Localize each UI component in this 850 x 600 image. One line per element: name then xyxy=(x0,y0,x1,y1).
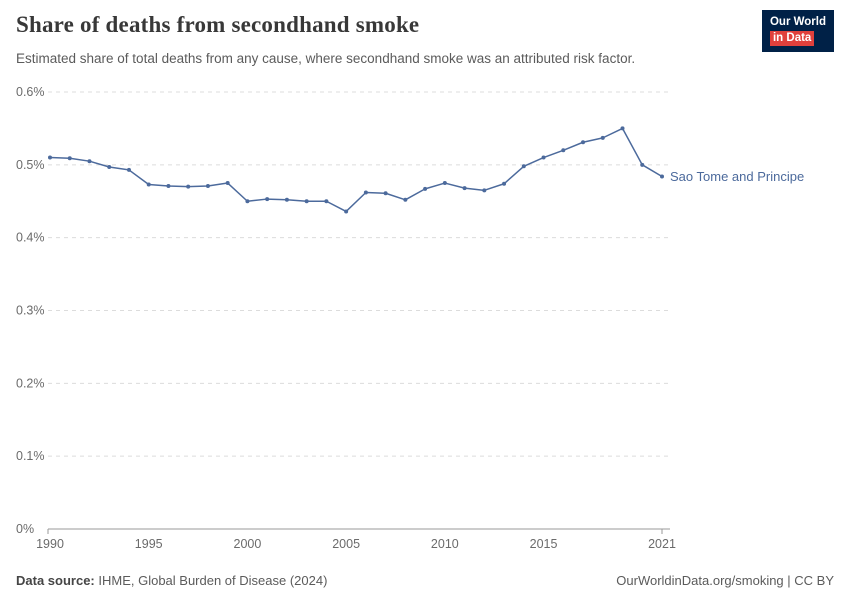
data-point[interactable] xyxy=(600,135,605,140)
data-point[interactable] xyxy=(265,197,270,202)
data-point[interactable] xyxy=(581,140,586,145)
data-point[interactable] xyxy=(383,191,388,196)
data-point[interactable] xyxy=(205,183,210,188)
x-tick-label: 2000 xyxy=(234,537,262,551)
y-tick-label: 0.6% xyxy=(16,85,45,99)
data-source-text: IHME, Global Burden of Disease (2024) xyxy=(94,573,328,588)
data-point[interactable] xyxy=(186,184,191,189)
x-tick-label: 2021 xyxy=(648,537,676,551)
data-point[interactable] xyxy=(146,182,151,187)
data-point[interactable] xyxy=(324,199,329,204)
data-point[interactable] xyxy=(561,148,566,153)
x-tick-label: 2015 xyxy=(530,537,558,551)
line-chart-canvas[interactable]: 0% 0.1% 0.2% 0.3% 0.4% 0.5% 0.6% 1990 1995 2000 20… xyxy=(0,78,850,558)
data-point[interactable] xyxy=(304,199,309,204)
data-point[interactable] xyxy=(48,155,52,160)
x-tick-label: 2005 xyxy=(332,537,360,551)
chart-subtitle: Estimated share of total deaths from any… xyxy=(16,51,636,66)
data-point[interactable] xyxy=(225,181,230,186)
page-title: Share of deaths from secondhand smoke xyxy=(16,12,420,37)
data-point[interactable] xyxy=(67,156,72,161)
x-tick-label: 1995 xyxy=(135,537,163,551)
data-point[interactable] xyxy=(442,181,447,186)
owid-logo[interactable]: Our World in Data xyxy=(761,10,834,52)
data-point[interactable] xyxy=(107,165,112,170)
data-point[interactable] xyxy=(541,155,546,160)
data-source-label: Data source: xyxy=(16,573,95,588)
data-point[interactable] xyxy=(640,162,645,167)
data-point[interactable] xyxy=(521,164,526,169)
data-point[interactable] xyxy=(660,174,664,179)
data-point[interactable] xyxy=(87,159,92,164)
series-end-label[interactable]: Sao Tome and Principe xyxy=(670,169,804,184)
data-point[interactable] xyxy=(344,209,349,214)
data-point[interactable] xyxy=(502,181,507,186)
y-tick-label: 0% xyxy=(16,522,34,536)
data-point[interactable] xyxy=(284,197,289,202)
data-point[interactable] xyxy=(126,167,131,172)
data-point[interactable] xyxy=(403,197,408,202)
data-point[interactable] xyxy=(423,186,428,191)
owid-logo-line1: Our World xyxy=(769,16,826,28)
data-point[interactable] xyxy=(166,183,171,188)
data-source: Data source: IHME, Global Burden of Dise… xyxy=(16,573,327,588)
data-point[interactable] xyxy=(462,186,467,191)
footer-link[interactable]: OurWorldinData.org/smoking | CC BY xyxy=(616,573,834,588)
chart-footer: Data source: IHME, Global Burden of Dise… xyxy=(16,573,834,588)
y-tick-label: 0.4% xyxy=(16,231,45,245)
y-tick-label: 0.5% xyxy=(16,158,45,172)
owid-logo-line2: in Data xyxy=(769,30,815,46)
data-point[interactable] xyxy=(482,188,487,193)
x-tick-label: 1990 xyxy=(36,537,64,551)
series-line[interactable] xyxy=(49,127,663,213)
data-point[interactable] xyxy=(245,199,250,204)
y-tick-label: 0.2% xyxy=(16,376,45,390)
y-tick-label: 0.3% xyxy=(16,304,45,318)
y-tick-label: 0.1% xyxy=(16,449,45,463)
data-point[interactable] xyxy=(363,190,368,195)
data-point[interactable] xyxy=(620,126,625,131)
x-tick-label: 2010 xyxy=(431,537,459,551)
